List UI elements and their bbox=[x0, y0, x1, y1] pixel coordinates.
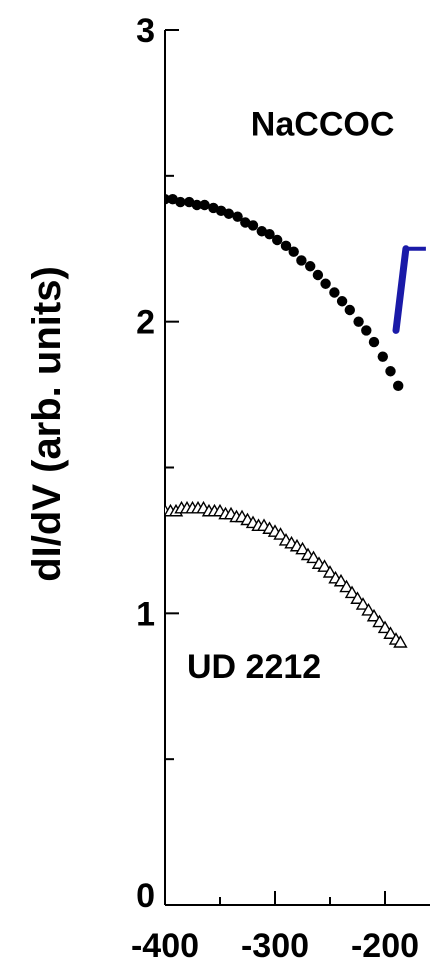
annotation-layer: NaCCOC UD 2212 bbox=[187, 105, 395, 686]
data-point bbox=[350, 591, 365, 604]
series-filled-circle bbox=[165, 193, 404, 392]
annotation-label: NaCCOC bbox=[251, 105, 395, 143]
data-point bbox=[305, 261, 316, 272]
data-point bbox=[385, 366, 396, 377]
data-point bbox=[336, 296, 348, 307]
data-point bbox=[361, 603, 376, 616]
y-tick-label: 1 bbox=[136, 595, 155, 633]
series-line bbox=[392, 245, 410, 334]
data-point bbox=[377, 351, 388, 362]
data-point bbox=[372, 614, 387, 628]
data-point bbox=[366, 608, 382, 622]
data-point bbox=[191, 199, 203, 211]
data-point bbox=[288, 246, 299, 257]
data-point bbox=[339, 579, 354, 593]
data-point bbox=[312, 269, 324, 281]
y-tick-label: 2 bbox=[136, 304, 155, 342]
data-point bbox=[329, 287, 340, 298]
data-point bbox=[333, 573, 349, 587]
data-point bbox=[273, 527, 288, 540]
data-point bbox=[296, 255, 307, 266]
data-point bbox=[393, 635, 408, 648]
data-point bbox=[317, 559, 332, 572]
data-point bbox=[232, 211, 243, 222]
data-point bbox=[175, 196, 186, 208]
y-axis-label: dI/dV (arb. units) bbox=[25, 266, 69, 582]
x-tick-label: -400 bbox=[131, 927, 199, 963]
data-point bbox=[361, 325, 372, 336]
data-point bbox=[272, 234, 283, 246]
data-point bbox=[199, 199, 210, 211]
annotation-label: UD 2212 bbox=[187, 648, 321, 686]
data-point bbox=[223, 208, 234, 219]
series-line bbox=[392, 245, 426, 334]
data-point bbox=[306, 550, 321, 564]
y-tick-label: 3 bbox=[136, 12, 155, 50]
data-point bbox=[377, 620, 393, 634]
data-point bbox=[344, 304, 355, 316]
axes bbox=[164, 30, 430, 906]
data-point bbox=[344, 585, 360, 599]
x-tick-label: -300 bbox=[241, 927, 309, 963]
data-point bbox=[280, 240, 292, 252]
data-point bbox=[322, 565, 338, 578]
data-point bbox=[368, 336, 380, 348]
data-point bbox=[264, 228, 275, 240]
data-point bbox=[355, 597, 371, 610]
series-open-triangle bbox=[165, 500, 408, 648]
ticks-layer: 0 1 2 3 -400 -300 -200 bbox=[131, 12, 419, 963]
data-point bbox=[247, 220, 259, 231]
data-point bbox=[295, 541, 310, 555]
data-point bbox=[320, 278, 331, 289]
x-tick-label: -200 bbox=[351, 927, 419, 963]
data-point bbox=[393, 380, 404, 392]
series-layer bbox=[165, 193, 426, 648]
data-point bbox=[383, 626, 398, 639]
y-tick-label: 0 bbox=[136, 877, 155, 915]
data-point bbox=[353, 316, 364, 327]
